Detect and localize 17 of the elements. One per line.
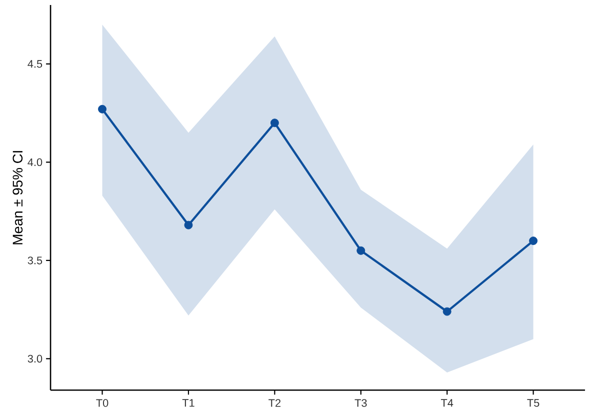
point (98, 104, 106, 114)
x-tick-label: T5 (527, 399, 540, 407)
x-tick-label: T2 (268, 399, 280, 407)
y-tick-label: 4.5 (28, 60, 42, 68)
point (356, 246, 366, 255)
y-tick-label: 3.0 (28, 354, 42, 363)
point (184, 220, 193, 230)
x-tick-label: T0 (96, 399, 108, 407)
point (529, 236, 538, 245)
x-tick-label: T1 (182, 399, 194, 407)
x-tick-label: T4 (440, 399, 454, 407)
y-tick-label: 3.5 (28, 256, 42, 264)
point (270, 118, 279, 128)
point (442, 307, 452, 316)
y-axis-title: Mean ± 95% CI (12, 151, 23, 244)
x-tick-label: T3 (354, 399, 367, 407)
y-tick-label: 4.0 (28, 158, 42, 166)
